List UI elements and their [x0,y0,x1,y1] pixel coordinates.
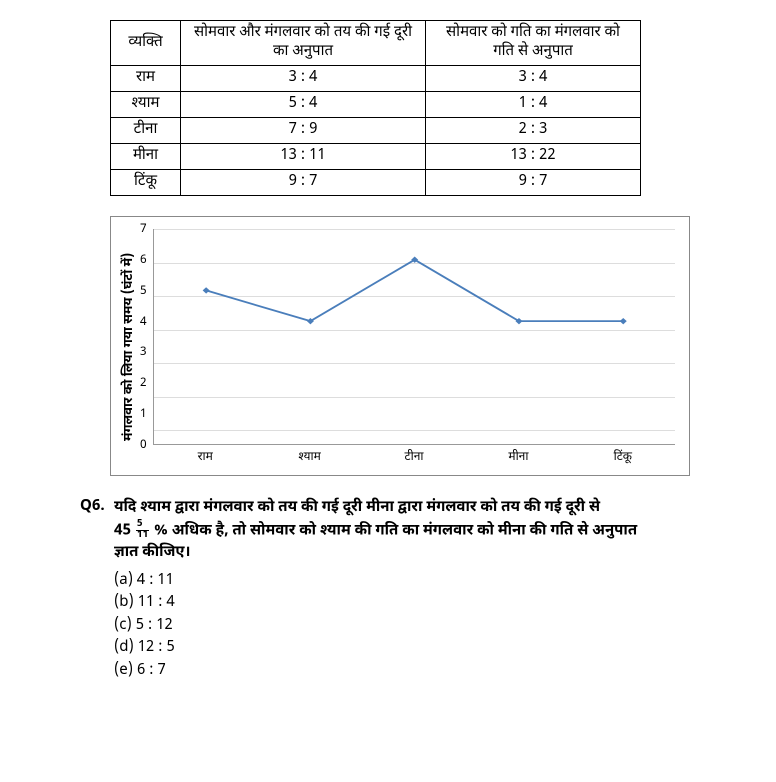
time-chart: मंगलवार को लिया गया समय (घंटों में) 0123… [110,216,690,476]
question-text: यदि श्याम द्वारा मंगलवार को तय की गई दूर… [114,498,637,565]
fraction: 5 11 [136,520,149,541]
option-d: (d) 12 : 5 [114,638,740,661]
cell-person: श्याम [111,92,181,118]
th-speed: सोमवार को गति का मंगलवार को गति से अनुपा… [426,21,641,66]
x-tick: राम [153,445,257,465]
table-row: टीना 7 : 9 2 : 3 [111,118,641,144]
cell-speed: 3 : 4 [426,66,641,92]
th-distance: सोमवार और मंगलवार को तय की गई दूरी का अन… [181,21,426,66]
x-tick: टिंकू [571,445,675,465]
th-person: व्यक्ति [111,21,181,66]
line-series [154,229,675,444]
table-row: टिंकू 9 : 7 9 : 7 [111,170,641,196]
y-axis-label: मंगलवार को लिया गया समय (घंटों में) [119,229,140,465]
table-row: मीना 13 : 11 13 : 22 [111,144,641,170]
q-line2b: % अधिक है, तो सोमवार को श्याम की गति का … [154,522,637,541]
cell-speed: 2 : 3 [426,118,641,144]
chart-line [206,260,623,321]
chart-marker [619,318,626,324]
x-tick: मीना [466,445,570,465]
option-e: (e) 6 : 7 [114,661,740,684]
ratios-table: व्यक्ति सोमवार और मंगलवार को तय की गई दू… [110,20,641,196]
question: Q6. यदि श्याम द्वारा मंगलवार को तय की गई… [80,498,740,683]
x-tick: श्याम [257,445,361,465]
table-row: श्याम 5 : 4 1 : 4 [111,92,641,118]
option-a: (a) 4 : 11 [114,571,740,594]
plot-area [153,229,675,445]
cell-speed: 1 : 4 [426,92,641,118]
x-tick: टीना [362,445,466,465]
q-line1: यदि श्याम द्वारा मंगलवार को तय की गई दूर… [114,499,600,518]
cell-distance: 9 : 7 [181,170,426,196]
options-list: (a) 4 : 11 (b) 11 : 4 (c) 5 : 12 (d) 12 … [114,571,740,684]
option-c: (c) 5 : 12 [114,616,740,639]
question-number: Q6. [80,498,114,517]
cell-speed: 13 : 22 [426,144,641,170]
y-ticks: 01234567 [140,229,153,445]
cell-distance: 5 : 4 [181,92,426,118]
cell-distance: 13 : 11 [181,144,426,170]
x-ticks: रामश्यामटीनामीनाटिंकू [140,445,675,465]
cell-person: टीना [111,118,181,144]
table-row: राम 3 : 4 3 : 4 [111,66,641,92]
cell-distance: 7 : 9 [181,118,426,144]
chart-marker [202,287,209,293]
q-line3: ज्ञात कीजिए। [114,544,191,563]
cell-person: टिंकू [111,170,181,196]
cell-distance: 3 : 4 [181,66,426,92]
cell-speed: 9 : 7 [426,170,641,196]
cell-person: राम [111,66,181,92]
cell-person: मीना [111,144,181,170]
frac-den: 11 [136,531,149,541]
option-b: (b) 11 : 4 [114,593,740,616]
q-line2a: 45 [114,522,131,541]
